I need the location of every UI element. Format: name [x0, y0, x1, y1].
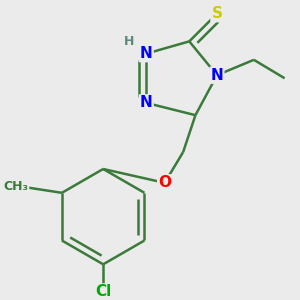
- Text: O: O: [158, 175, 171, 190]
- Text: N: N: [211, 68, 223, 83]
- Text: H: H: [124, 35, 134, 48]
- Text: N: N: [140, 95, 153, 110]
- Text: CH₃: CH₃: [3, 180, 28, 193]
- Text: Cl: Cl: [95, 284, 111, 299]
- Text: S: S: [212, 6, 223, 21]
- Text: N: N: [140, 46, 153, 61]
